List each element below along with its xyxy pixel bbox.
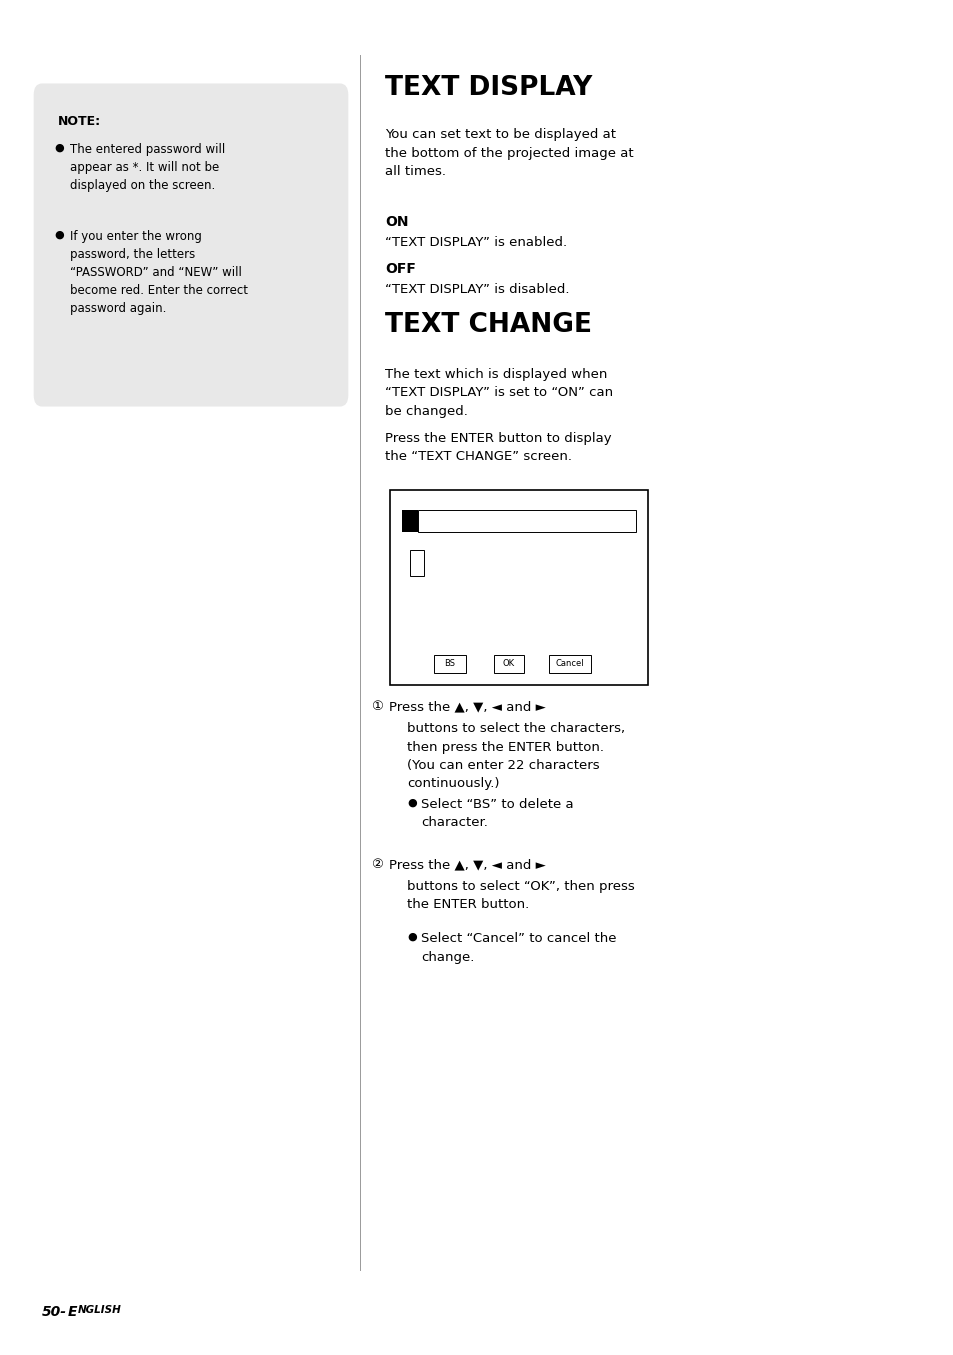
Text: Select “BS” to delete a
character.: Select “BS” to delete a character. (420, 798, 573, 829)
Text: Press the ENTER button to display
the “TEXT CHANGE” screen.: Press the ENTER button to display the “T… (385, 432, 611, 463)
Text: OK: OK (502, 660, 515, 668)
Text: OFF: OFF (385, 262, 416, 276)
Text: “TEXT DISPLAY” is enabled.: “TEXT DISPLAY” is enabled. (385, 236, 566, 249)
Text: If you enter the wrong
password, the letters
“PASSWORD” and “NEW” will
become re: If you enter the wrong password, the let… (70, 230, 248, 314)
Text: buttons to select the characters,
then press the ENTER button.
(You can enter 22: buttons to select the characters, then p… (407, 722, 624, 790)
Text: You can set text to be displayed at
the bottom of the projected image at
all tim: You can set text to be displayed at the … (385, 127, 633, 178)
Text: TEXT DISPLAY: TEXT DISPLAY (385, 75, 592, 102)
Text: E: E (68, 1305, 77, 1318)
Text: ●: ● (54, 230, 64, 240)
Text: Press the ▲, ▼, ◄ and ►: Press the ▲, ▼, ◄ and ► (389, 701, 545, 713)
Bar (494, 654, 523, 673)
Text: Press the ▲, ▼, ◄ and ►: Press the ▲, ▼, ◄ and ► (389, 858, 545, 871)
Text: ②: ② (371, 858, 382, 871)
Text: BS: BS (444, 660, 455, 668)
Text: NGLISH: NGLISH (78, 1305, 122, 1314)
Bar (410, 550, 423, 576)
Text: The entered password will
appear as *. It will not be
displayed on the screen.: The entered password will appear as *. I… (70, 144, 225, 192)
Text: ①: ① (371, 701, 382, 713)
Text: Select “Cancel” to cancel the
change.: Select “Cancel” to cancel the change. (420, 932, 616, 963)
FancyBboxPatch shape (34, 84, 347, 406)
Bar (417, 509, 636, 533)
Text: TEXT CHANGE: TEXT CHANGE (385, 312, 592, 337)
Bar (548, 654, 590, 673)
Text: 50-: 50- (42, 1305, 67, 1318)
Text: ON: ON (385, 215, 408, 229)
Text: The text which is displayed when
“TEXT DISPLAY” is set to “ON” can
be changed.: The text which is displayed when “TEXT D… (385, 369, 613, 417)
Text: ●: ● (407, 932, 416, 942)
Text: ●: ● (407, 798, 416, 808)
Text: ●: ● (54, 144, 64, 153)
Text: “TEXT DISPLAY” is disabled.: “TEXT DISPLAY” is disabled. (385, 283, 569, 295)
Bar (434, 654, 465, 673)
Text: NOTE:: NOTE: (58, 115, 101, 127)
Text: Cancel: Cancel (555, 660, 583, 668)
Bar (390, 491, 647, 686)
Bar (401, 509, 417, 533)
Text: buttons to select “OK”, then press
the ENTER button.: buttons to select “OK”, then press the E… (407, 879, 634, 912)
